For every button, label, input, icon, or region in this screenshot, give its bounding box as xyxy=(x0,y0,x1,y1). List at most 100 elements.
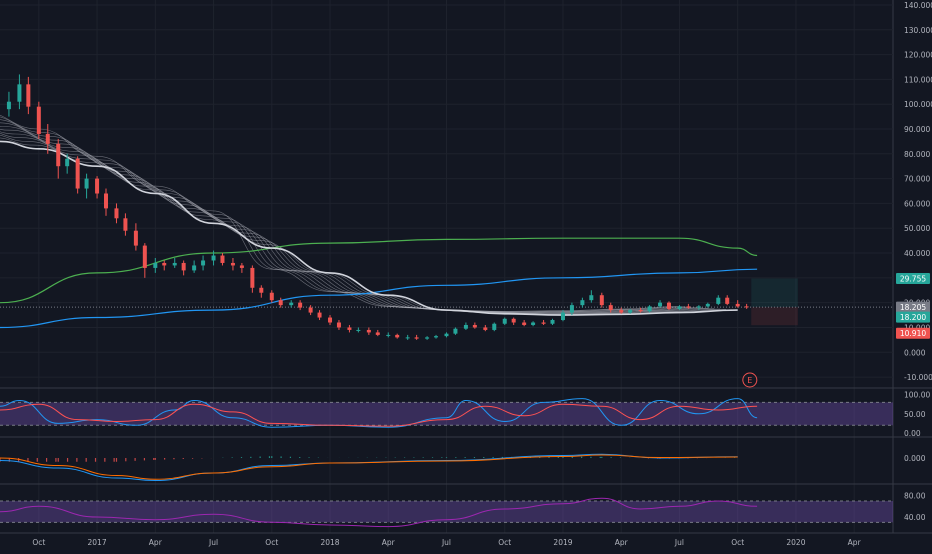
candle-body xyxy=(239,265,244,268)
y-tick-label: 50.000 xyxy=(904,224,930,233)
target-zone xyxy=(751,278,798,308)
candle-body xyxy=(356,329,361,331)
x-tick-label: 2018 xyxy=(320,538,339,547)
y-tick-label: 120.000 xyxy=(904,51,932,60)
candle-body xyxy=(716,297,721,304)
candle-body xyxy=(414,337,419,339)
candle-body xyxy=(298,302,303,308)
candle-body xyxy=(328,317,333,323)
candle-body xyxy=(725,297,730,304)
y-tick-label: 80.000 xyxy=(904,150,930,159)
candle-body xyxy=(317,312,322,318)
candle-body xyxy=(569,305,574,313)
oscillator-band xyxy=(0,402,893,426)
x-tick-label: Apr xyxy=(382,538,396,547)
candle-body xyxy=(638,310,643,312)
x-tick-label: 2017 xyxy=(88,538,107,547)
candle-body xyxy=(472,324,477,328)
candle-body xyxy=(17,84,22,102)
x-tick-label: Apr xyxy=(149,538,163,547)
candle-body xyxy=(735,303,740,307)
y-tick-label: -10.000 xyxy=(904,373,932,382)
candle-body xyxy=(453,328,458,334)
candle-body xyxy=(181,262,186,271)
candle-body xyxy=(696,306,701,308)
candle-body xyxy=(658,302,663,307)
candle-body xyxy=(744,306,749,308)
y-tick-label: 40.00 xyxy=(904,513,926,522)
candle-body xyxy=(250,267,255,288)
candle-body xyxy=(211,255,216,261)
price-label-box xyxy=(896,272,930,284)
candle-body xyxy=(375,332,380,335)
candle-body xyxy=(308,307,313,313)
candle-body xyxy=(589,295,594,301)
candle-body xyxy=(6,101,11,110)
candle-body xyxy=(511,318,516,323)
candle-body xyxy=(522,322,527,325)
candle-body xyxy=(56,143,61,167)
candle-body xyxy=(647,306,652,312)
candle-body xyxy=(366,329,371,333)
y-tick-label: 50.00 xyxy=(904,410,926,419)
candle-body xyxy=(201,260,206,266)
y-tick-label: 60.000 xyxy=(904,199,930,208)
x-tick-label: Oct xyxy=(265,538,278,547)
x-tick-label: 2019 xyxy=(553,538,572,547)
candle-body xyxy=(619,310,624,313)
candle-body xyxy=(483,327,488,330)
price-label: 29.755 xyxy=(900,274,926,283)
candle-body xyxy=(65,158,70,167)
candle-body xyxy=(259,287,264,293)
x-tick-label: Jul xyxy=(674,538,684,547)
candle-body xyxy=(220,255,225,263)
candle-body xyxy=(628,310,633,313)
y-tick-label: 80.00 xyxy=(904,492,926,501)
candle-body xyxy=(425,337,430,339)
price-label: 10.910 xyxy=(900,329,926,338)
earnings-marker-label: E xyxy=(747,376,752,385)
x-tick-label: Jul xyxy=(441,538,451,547)
candle-body xyxy=(84,178,89,189)
candle-body xyxy=(502,318,507,324)
price-label-box xyxy=(896,327,930,339)
stop-zone xyxy=(751,307,798,326)
candle-body xyxy=(560,312,565,321)
oscillator-line xyxy=(0,403,758,427)
x-tick-label: Oct xyxy=(498,538,511,547)
candle-body xyxy=(278,300,283,306)
candle-body xyxy=(95,178,100,194)
candle-body xyxy=(336,322,341,328)
candle-body xyxy=(26,84,31,107)
candle-body xyxy=(104,193,109,209)
candle-body xyxy=(705,303,710,307)
y-tick-label: 70.000 xyxy=(904,175,930,184)
y-tick-label: 130.000 xyxy=(904,26,932,35)
ma-line xyxy=(0,140,738,316)
candle-body xyxy=(269,292,274,301)
candle-body xyxy=(492,323,497,330)
candle-body xyxy=(36,106,41,134)
candle-body xyxy=(444,333,449,337)
candle-body xyxy=(289,302,294,306)
candle-body xyxy=(599,295,604,306)
candle-body xyxy=(550,320,555,324)
x-tick-label: Oct xyxy=(731,538,744,547)
x-tick-label: Apr xyxy=(615,538,629,547)
oscillator-line xyxy=(0,497,758,528)
y-tick-label: 90.000 xyxy=(904,125,930,134)
y-tick-label: 140.000 xyxy=(904,1,932,10)
candle-body xyxy=(531,322,536,325)
y-tick-label: 40.000 xyxy=(904,249,930,258)
candle-body xyxy=(162,262,167,266)
y-tick-label: 110.000 xyxy=(904,75,932,84)
candle-body xyxy=(677,306,682,309)
candle-body xyxy=(153,262,158,268)
x-tick-label: 2020 xyxy=(786,538,805,547)
candle-body xyxy=(45,133,50,144)
price-label: 18.200 xyxy=(900,313,926,322)
candle-body xyxy=(133,230,138,246)
candle-body xyxy=(192,265,197,271)
candle-body xyxy=(395,334,400,338)
